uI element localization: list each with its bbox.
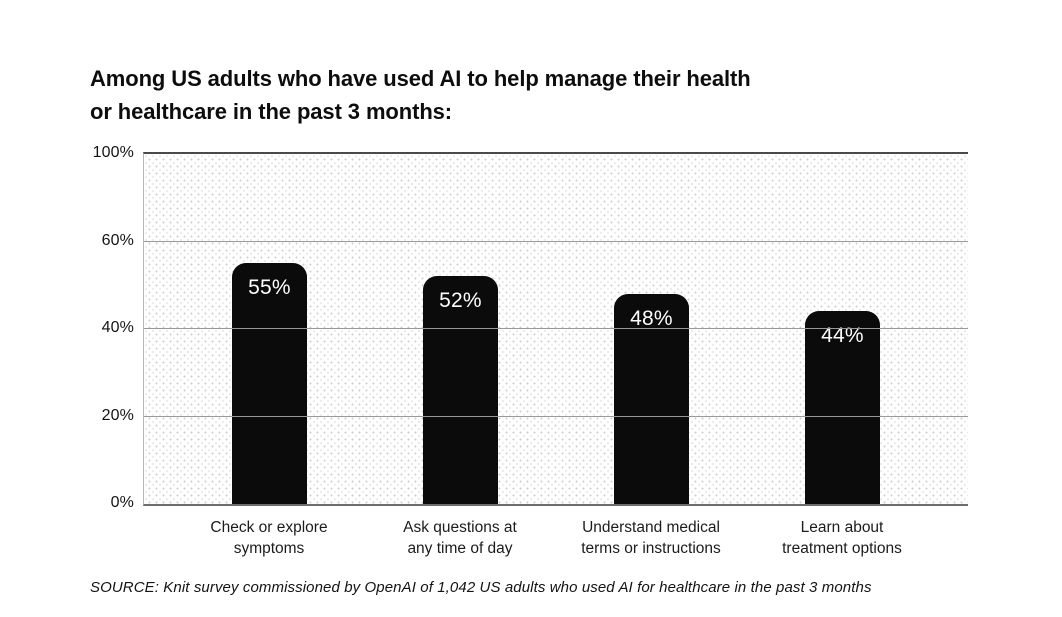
- y-tick-label: 0%: [110, 494, 134, 511]
- bar-1: 55%: [232, 263, 307, 504]
- bar-2: 52%: [423, 276, 498, 504]
- y-axis: 0% 20% 40% 60% 100%: [90, 144, 143, 511]
- source-note: SOURCE: Knit survey commissioned by Open…: [90, 579, 872, 596]
- gridline: [144, 240, 968, 242]
- chart-card: Among US adults who have used AI to help…: [90, 66, 1062, 596]
- y-tick-label: 60%: [101, 231, 134, 249]
- category-label: Understand medical terms or instructions: [581, 519, 721, 557]
- category-label: Ask questions at any time of day: [403, 519, 517, 557]
- bars: 55% 52% 48% 44%: [144, 154, 968, 504]
- bar-4: 44%: [805, 311, 880, 504]
- bar-chart: 0% 20% 40% 60% 100% 55% 52% 48% 44%: [90, 144, 1062, 511]
- bar-value-label: 44%: [821, 324, 864, 347]
- y-tick-label: 20%: [101, 406, 134, 424]
- y-tick-label: 40%: [101, 319, 134, 336]
- category-label: Learn about treatment options: [782, 519, 902, 557]
- chart-title: Among US adults who have used AI to help…: [90, 66, 751, 124]
- plot-area: 55% 52% 48% 44%: [143, 152, 968, 506]
- category-label: Check or explore symptoms: [210, 519, 328, 557]
- bar-value-label: 48%: [630, 307, 673, 330]
- bar-value-label: 55%: [248, 276, 291, 299]
- gridline: [144, 415, 968, 417]
- x-axis-labels: Check or explore symptoms Ask questions a…: [143, 517, 968, 559]
- bar-3: 48%: [614, 294, 689, 504]
- y-tick-label: 100%: [92, 144, 134, 161]
- bar-value-label: 52%: [439, 289, 482, 312]
- gridline: [144, 328, 968, 329]
